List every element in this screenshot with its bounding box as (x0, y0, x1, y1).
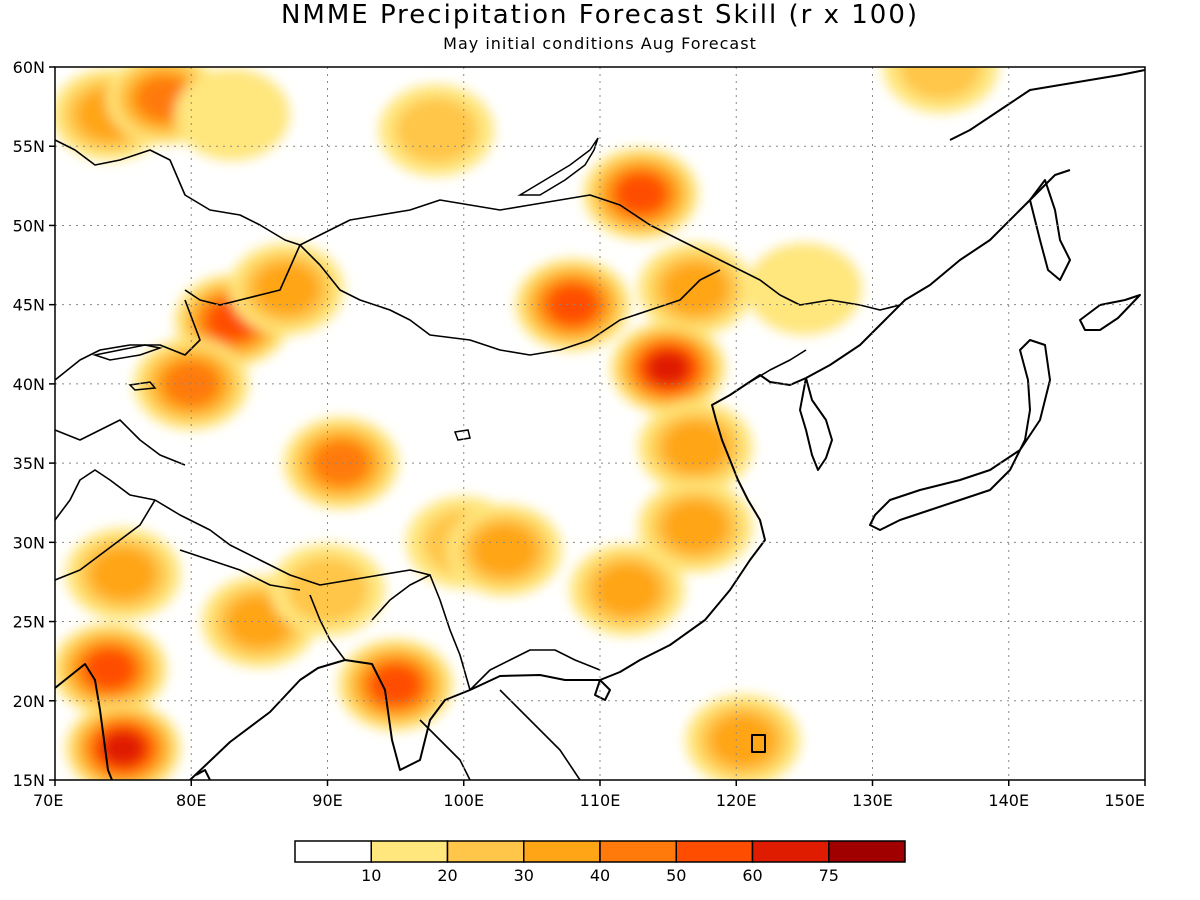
lat-tick-label: 40N (13, 375, 45, 394)
skill-contour (101, 730, 145, 766)
border-india-pakistan (55, 499, 156, 581)
lon-tick-label: 70E (33, 791, 63, 810)
colorbar-swatch (828, 840, 906, 863)
colorbar-label: 50 (666, 866, 686, 885)
coastline-sri-lanka (195, 769, 211, 780)
lon-tick-label: 140E (988, 791, 1029, 810)
skill-blobs (55, 67, 999, 780)
lon-tick-label: 110E (580, 791, 621, 810)
colorbar-swatch (751, 840, 830, 863)
skill-contour (746, 242, 862, 335)
colorbar-swatch (523, 840, 601, 863)
coastline-hainan (594, 679, 611, 701)
skill-contour (548, 285, 597, 324)
colorbar-swatch (599, 840, 677, 863)
colorbar-swatch (675, 840, 754, 863)
lat-tick-label: 55N (13, 137, 45, 156)
lat-tick-label: 35N (13, 454, 45, 473)
border-mongolia-china (299, 244, 721, 356)
coastline-india-west (55, 663, 113, 780)
latitude-labels: 15N 20N 25N 30N 35N 40N 45N 50N 55N 60N (13, 58, 45, 790)
skill-contour (594, 563, 660, 616)
border-china-korea (744, 349, 807, 386)
lat-tick-label: 15N (13, 771, 45, 790)
lake-balkhash (92, 344, 163, 361)
colorbar-label: 10 (361, 866, 381, 885)
coastline-taiwan (751, 734, 766, 753)
skill-contour (899, 67, 982, 100)
skill-contour (85, 649, 134, 689)
lat-tick-label: 20N (13, 692, 45, 711)
colorbar-label: 40 (590, 866, 610, 885)
skill-contour (662, 421, 728, 474)
skill-contour (662, 500, 728, 553)
lon-tick-label: 150E (1104, 791, 1145, 810)
colorbar-label: 20 (437, 866, 457, 885)
lat-tick-label: 60N (13, 58, 45, 77)
lon-tick-label: 130E (852, 791, 893, 810)
lake-qinghai (453, 429, 471, 441)
coastlines (55, 69, 1145, 780)
lake-baikal (517, 137, 599, 196)
skill-field (55, 67, 999, 780)
map-title: NMME Precipitation Forecast Skill (r x 1… (280, 0, 920, 30)
skill-contour (286, 557, 369, 623)
map-subtitle: May initial conditions Aug Forecast (443, 34, 757, 53)
skill-contour (646, 350, 690, 386)
border-myanmar (371, 574, 471, 691)
colorbar-label: 60 (742, 866, 762, 885)
skill-contour (662, 262, 728, 315)
skill-contour (254, 262, 320, 315)
skill-contour (616, 174, 666, 214)
coastline-manchuria (805, 169, 1071, 379)
lat-tick-label: 45N (13, 296, 45, 315)
skill-contour (371, 665, 420, 705)
coastline-japan-hokkaido (1079, 294, 1141, 331)
lon-tick-label: 90E (312, 791, 342, 810)
longitude-labels: 70E 80E 90E 100E 110E 120E 130E 140E 150E (33, 791, 1145, 810)
lake-issyk-kul (128, 381, 157, 391)
coastline-kamchatka (949, 69, 1145, 141)
border-cambodia (499, 689, 581, 780)
axis-ticks (49, 66, 1146, 786)
skill-contour (174, 68, 290, 161)
lat-tick-label: 25N (13, 613, 45, 632)
border-india-nepal (179, 549, 301, 591)
skill-contour (710, 714, 776, 767)
colorbar-label: 30 (514, 866, 534, 885)
lon-tick-label: 120E (716, 791, 757, 810)
border-laos-vietnam (469, 649, 601, 691)
colorbar-swatch (446, 840, 525, 863)
colorbar: 10 20 30 40 50 60 75 (294, 840, 906, 885)
skill-contour (90, 548, 156, 601)
lakes (92, 137, 599, 441)
border-kazakhstan-china (184, 244, 301, 306)
border-india-bangladesh (309, 594, 346, 661)
coastline-india-east (189, 374, 807, 780)
border-pakistan (55, 469, 156, 521)
lat-tick-label: 30N (13, 533, 45, 552)
colorbar-swatch (370, 840, 449, 863)
skill-contour (472, 524, 538, 577)
coastline-korea (799, 377, 833, 471)
colorbar-swatch (294, 840, 372, 863)
border-central-asia (55, 419, 186, 466)
colorbar-label: 75 (819, 866, 839, 885)
lon-tick-label: 100E (443, 791, 484, 810)
lat-tick-label: 50N (13, 216, 45, 235)
lon-tick-label: 80E (176, 791, 206, 810)
coastline-sakhalin (1029, 179, 1071, 281)
coastline-japan-honshu (869, 339, 1051, 531)
border-russia-kazakhstan (55, 139, 301, 246)
skill-contour (395, 97, 478, 164)
border-thailand (419, 719, 471, 780)
border-himalaya (154, 499, 431, 586)
